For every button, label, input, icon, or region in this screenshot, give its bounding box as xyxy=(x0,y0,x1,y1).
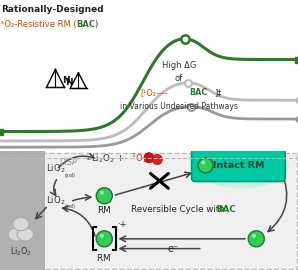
Text: Intact RM: Intact RM xyxy=(213,161,264,170)
Text: $^1$O$_2$: $^1$O$_2$ xyxy=(131,151,148,165)
Text: e⁻: e⁻ xyxy=(167,244,179,254)
Circle shape xyxy=(198,158,213,173)
Circle shape xyxy=(152,154,162,164)
Text: LiO$_2$: LiO$_2$ xyxy=(46,194,66,207)
Circle shape xyxy=(96,188,112,204)
Circle shape xyxy=(144,153,154,163)
Bar xyxy=(0,151,45,270)
Text: Reversible Cycle with: Reversible Cycle with xyxy=(131,205,228,214)
Text: ·+: ·+ xyxy=(117,220,127,229)
FancyBboxPatch shape xyxy=(192,149,285,181)
FancyBboxPatch shape xyxy=(1,153,297,268)
Text: N: N xyxy=(62,76,69,85)
Text: ¹O₂-Resistive RM (: ¹O₂-Resistive RM ( xyxy=(1,20,77,29)
Circle shape xyxy=(248,231,264,247)
Text: LiO$_2$: LiO$_2$ xyxy=(46,163,66,176)
Text: of: of xyxy=(175,74,183,83)
Text: BAC: BAC xyxy=(216,205,236,214)
Circle shape xyxy=(201,160,205,164)
Text: BAC: BAC xyxy=(76,20,95,29)
Circle shape xyxy=(100,191,104,195)
Circle shape xyxy=(100,234,104,238)
Text: ]‡: ]‡ xyxy=(215,88,222,97)
Text: [¹O₂----: [¹O₂---- xyxy=(140,88,167,97)
Text: DISP: DISP xyxy=(60,158,77,167)
Text: Li$_2$O$_2$: Li$_2$O$_2$ xyxy=(10,246,32,258)
Text: BAC: BAC xyxy=(189,88,207,97)
Circle shape xyxy=(252,234,256,238)
Text: $_{\rm (sol)}$: $_{\rm (sol)}$ xyxy=(64,203,76,212)
Text: RM$^{\cdot}$: RM$^{\cdot}$ xyxy=(96,252,113,263)
Text: N: N xyxy=(65,78,73,87)
Text: $_{\rm (sol)}$: $_{\rm (sol)}$ xyxy=(64,172,76,181)
Text: in Various Undesired Pathways: in Various Undesired Pathways xyxy=(120,102,238,111)
Circle shape xyxy=(96,231,112,247)
Text: ): ) xyxy=(94,20,97,29)
Ellipse shape xyxy=(8,228,24,241)
Ellipse shape xyxy=(194,144,289,188)
Text: High ΔG: High ΔG xyxy=(162,61,196,70)
Ellipse shape xyxy=(17,228,33,241)
Text: Rationally-Designed: Rationally-Designed xyxy=(1,5,104,14)
Text: RM: RM xyxy=(97,206,111,215)
Text: Li$_2$O$_2$ +: Li$_2$O$_2$ + xyxy=(91,153,125,165)
Ellipse shape xyxy=(13,217,29,231)
